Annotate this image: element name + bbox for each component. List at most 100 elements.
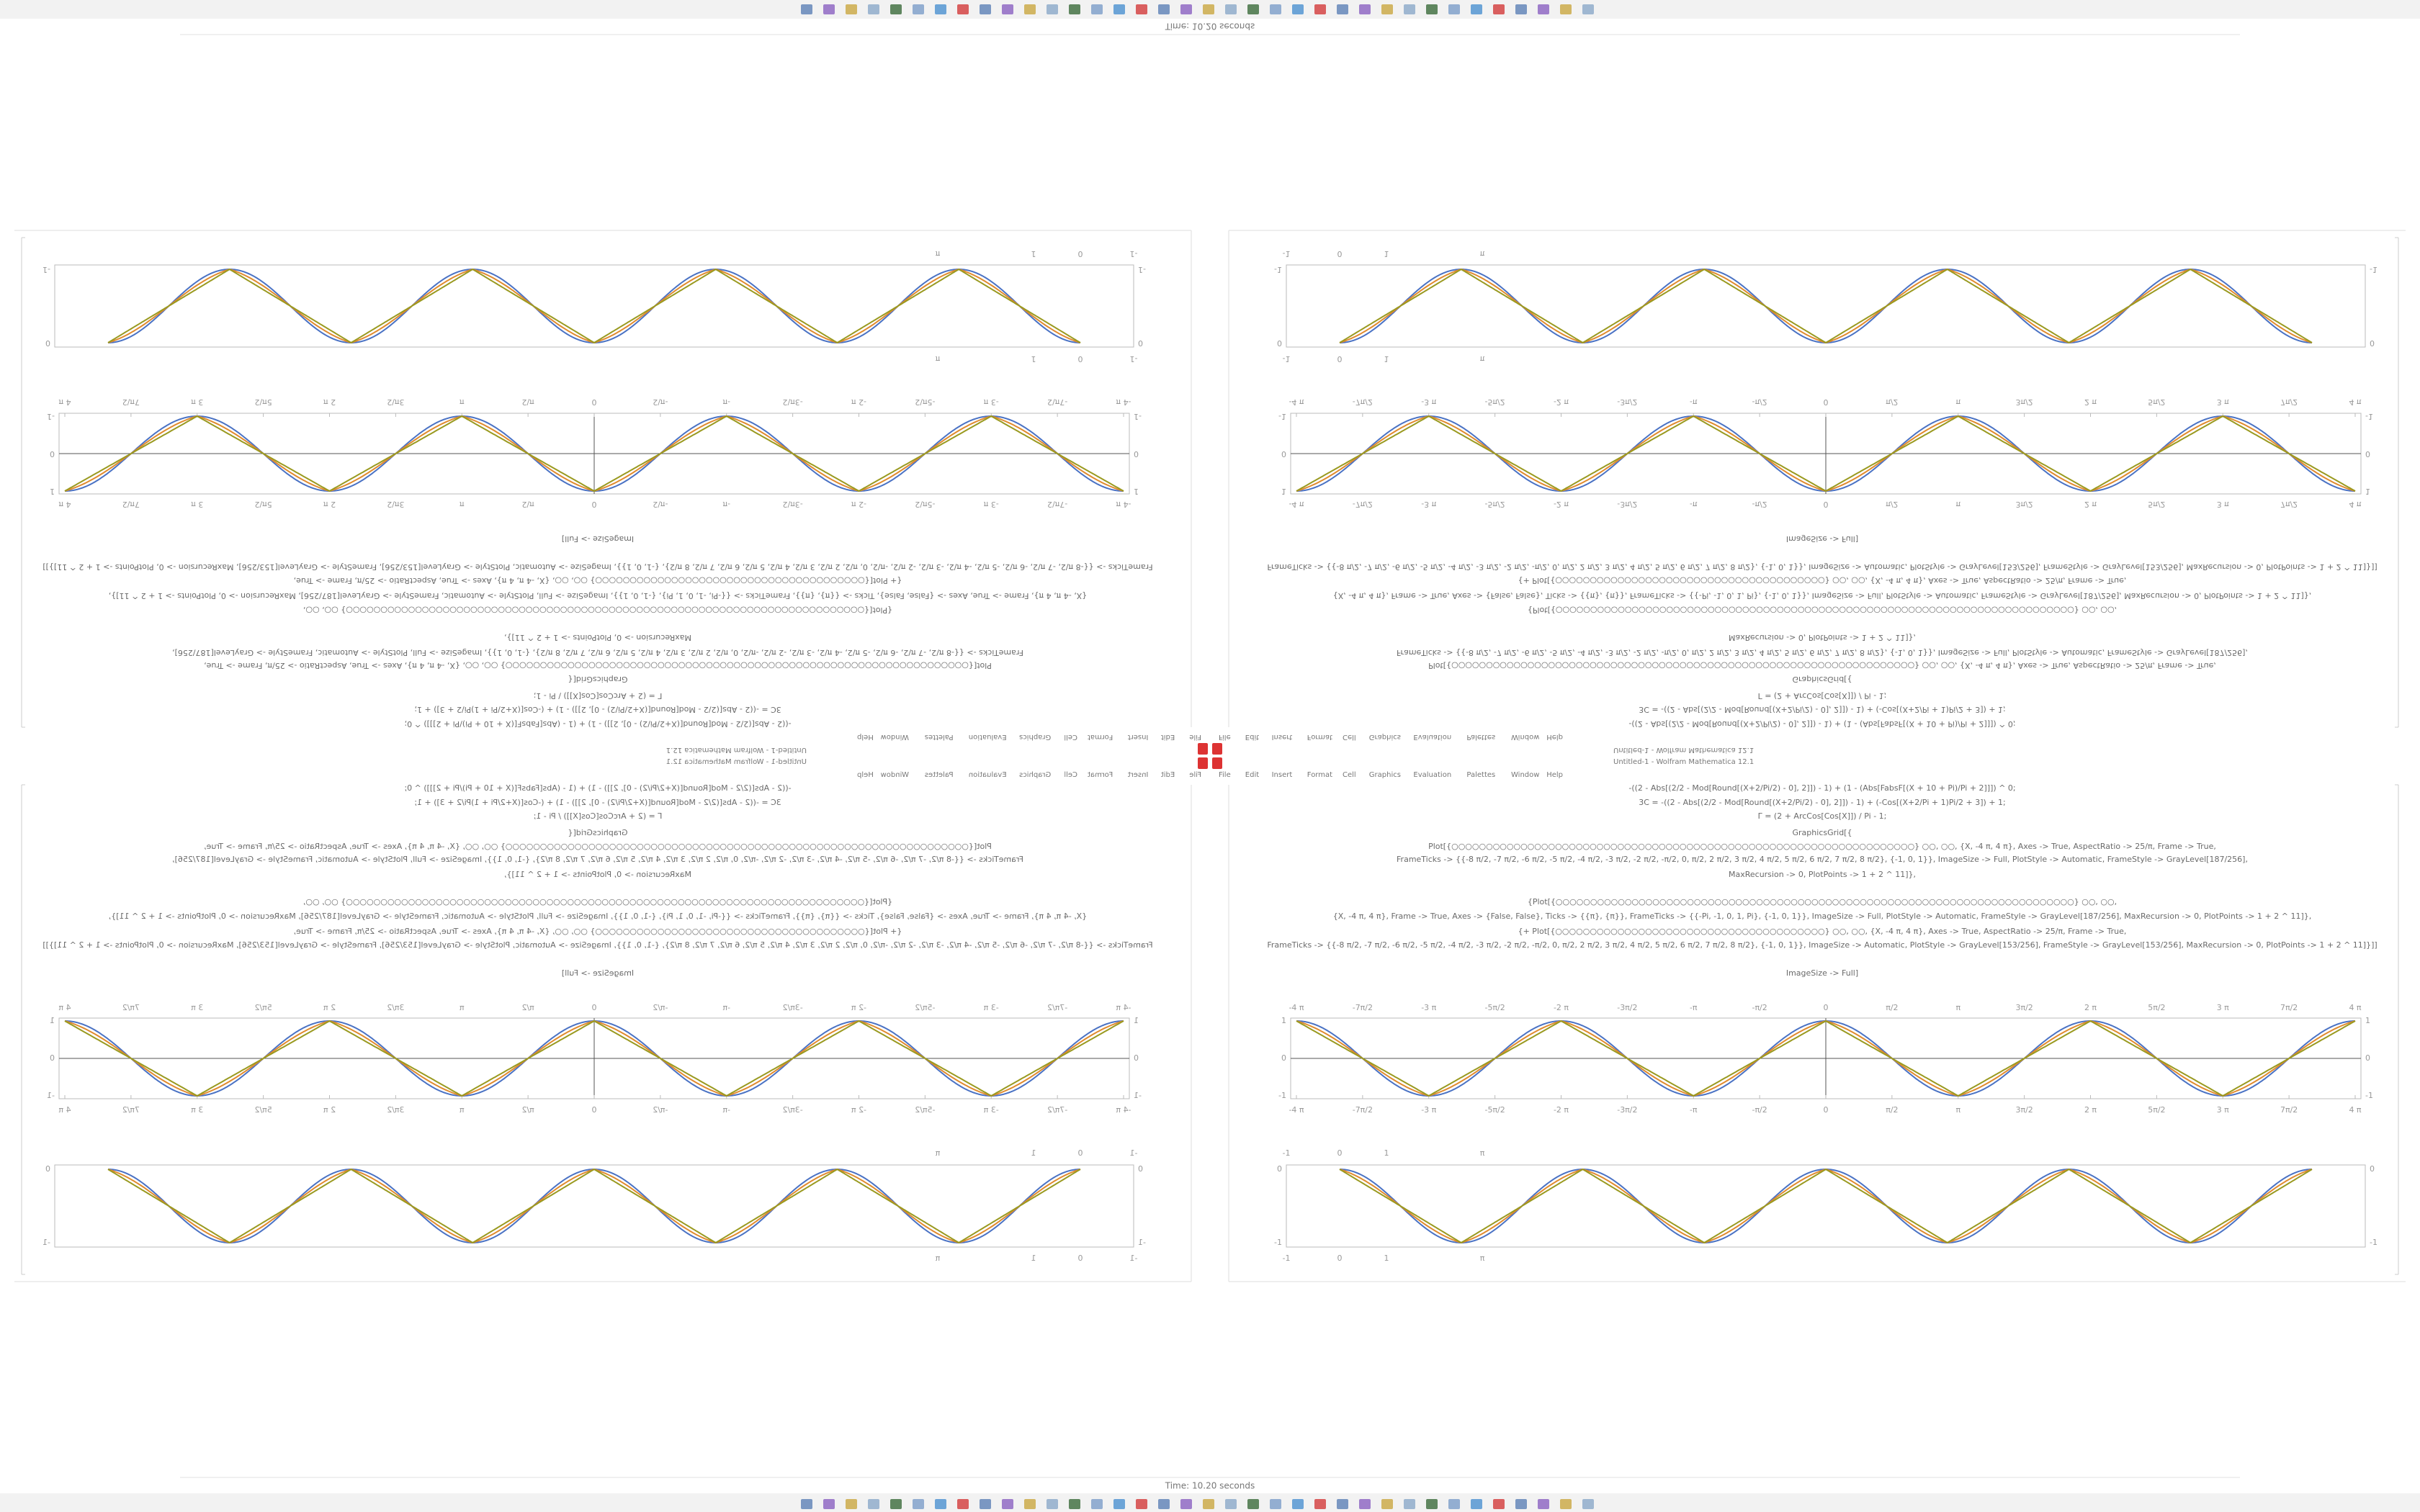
curve-orange [107, 268, 1081, 344]
menu-item[interactable]: Cell [1343, 771, 1356, 779]
code-line: FrameTicks -> {{-8 π/2, -7 π/2, -6 π/2, … [172, 855, 1023, 864]
curve-orange [1339, 268, 2313, 344]
x-tick-label: 0 [592, 500, 597, 509]
output-label: ImageSize -> Full] [1786, 968, 1858, 978]
taskbar-icon [1493, 1499, 1505, 1509]
menu-item[interactable]: Graphics [1019, 771, 1051, 779]
x-tick-label: -3 π [1421, 1003, 1436, 1012]
taskbar-icon [957, 1499, 969, 1509]
menu-item[interactable]: Help [1546, 771, 1563, 779]
x-tick-label: 3π/2 [2015, 1003, 2033, 1012]
x-tick-label: 4 π [2349, 500, 2361, 509]
menu-item[interactable]: File [1189, 733, 1201, 741]
menu-item[interactable]: Graphics [1019, 733, 1051, 741]
menu-item[interactable]: Edit [1245, 771, 1259, 779]
y-tick-label: 0 [1281, 1053, 1286, 1063]
menu-item[interactable]: Help [1546, 733, 1563, 741]
x-tick-label: 0 [1824, 1105, 1829, 1115]
taskbar-icon [1002, 4, 1013, 14]
x-tick-label: -4 π [1116, 500, 1131, 509]
menu-item[interactable]: Insert [1128, 771, 1149, 779]
menu-item[interactable]: Help [857, 733, 874, 741]
x-tick-label: 7π/2 [122, 500, 140, 509]
menu-item[interactable]: Palettes [925, 733, 954, 741]
x-tick-label: -π/2 [1752, 500, 1767, 509]
x-tick-label: -5π/2 [915, 500, 935, 509]
x-tick-label: -3π/2 [1617, 397, 1637, 407]
top-tick-label: 0 [1078, 354, 1083, 364]
taskbar-icon [1448, 1499, 1460, 1509]
menu-item[interactable]: File [1219, 733, 1231, 741]
menu-item[interactable]: Palettes [1466, 771, 1495, 779]
taskbar-icon [1047, 4, 1058, 14]
menu-item[interactable]: Edit [1245, 733, 1259, 741]
menu-item[interactable]: Format [1307, 733, 1332, 741]
curve-olive [64, 415, 1124, 492]
taskbar-icon [1448, 4, 1460, 14]
x-tick-label: 3 π [191, 500, 203, 509]
menu-item[interactable]: Edit [1161, 733, 1175, 741]
menu-item[interactable]: Cell [1064, 771, 1077, 779]
taskbar-icon [823, 1499, 835, 1509]
x-tick-label: -5π/2 [915, 1003, 935, 1012]
menu-item[interactable]: Evaluation [969, 733, 1007, 741]
y-tick-label: 0 [1281, 449, 1286, 459]
x-tick-label: -3 π [983, 1003, 998, 1012]
menu-item[interactable]: Format [1088, 733, 1113, 741]
x-tick-label: 3 π [2217, 1003, 2229, 1012]
menu-item[interactable]: Help [857, 771, 874, 779]
x-tick-label: 7π/2 [122, 1003, 140, 1012]
menu-item[interactable]: File [1219, 771, 1231, 779]
menu-item[interactable]: Window [1511, 733, 1539, 741]
x-tick-label: 4 π [2349, 397, 2361, 407]
taskbar-icon [913, 1499, 924, 1509]
menu-item[interactable]: Graphics [1369, 733, 1401, 741]
menu-item[interactable]: Evaluation [1413, 771, 1451, 779]
window-title: Untitled-1 - Wolfram Mathematica 12.1 [666, 746, 807, 754]
x-tick-label: 3π/2 [387, 1105, 404, 1115]
menu-item[interactable]: File [1189, 771, 1201, 779]
code-line: GraphicsGrid[{ [1793, 828, 1852, 837]
menu-item[interactable]: Graphics [1369, 771, 1401, 779]
x-tick-label: -4 π [1116, 1105, 1131, 1115]
x-tick-label: 5π/2 [2148, 1003, 2165, 1012]
menu-item[interactable]: Format [1088, 771, 1113, 779]
y-tick-label: -1 [2370, 265, 2378, 274]
bottom-tick-label: -1 [1283, 249, 1291, 258]
x-tick-label: -7π/2 [1353, 1003, 1373, 1012]
x-tick-label: -5π/2 [915, 1105, 935, 1115]
taskbar-icon [1381, 1499, 1393, 1509]
menu-item[interactable]: Window [881, 771, 909, 779]
top-tick-label: 1 [1031, 354, 1036, 364]
x-tick-label: π/2 [1886, 397, 1898, 407]
menu-item[interactable]: Insert [1272, 733, 1293, 741]
notebook-quadrant: File Edit Insert Format Cell Graphics Evaluati… [1198, 744, 2406, 1282]
x-tick-label: -2 π [1554, 500, 1569, 509]
code-line: FrameTicks -> {{-8 π/2, -7 π/2, -6 π/2, … [42, 562, 1152, 572]
x-tick-label: π [1955, 500, 1960, 509]
menu-item[interactable]: Window [1511, 771, 1539, 779]
menu-item[interactable]: Evaluation [1413, 733, 1451, 741]
menu-item[interactable]: Cell [1343, 733, 1356, 741]
menu-item[interactable]: Cell [1064, 733, 1077, 741]
menu-item[interactable]: Format [1307, 771, 1332, 779]
x-tick-label: π [460, 397, 465, 407]
status-text-mirrored: Time: 10.20 seconds [1165, 22, 1255, 32]
menu-item[interactable]: Palettes [925, 771, 954, 779]
x-tick-label: -4 π [1289, 397, 1304, 407]
y-tick-label: 0 [45, 1164, 50, 1174]
x-tick-label: 3π/2 [387, 500, 404, 509]
plot-frame [54, 1164, 1134, 1248]
code-line: {X, -4 π, 4 π}, Frame -> True, Axes -> {… [1333, 591, 2312, 600]
menu-item[interactable]: Insert [1128, 733, 1149, 741]
bottom-tick-label: 1 [1384, 249, 1389, 258]
menu-item[interactable]: Insert [1272, 771, 1293, 779]
taskbar-icon [1337, 1499, 1348, 1509]
taskbar-icon [1091, 1499, 1103, 1509]
menu-item[interactable]: Edit [1161, 771, 1175, 779]
menu-item[interactable]: Evaluation [969, 771, 1007, 779]
menu-item[interactable]: Window [881, 733, 909, 741]
x-tick-label: 5π/2 [2148, 500, 2165, 509]
menu-item[interactable]: Palettes [1466, 733, 1495, 741]
